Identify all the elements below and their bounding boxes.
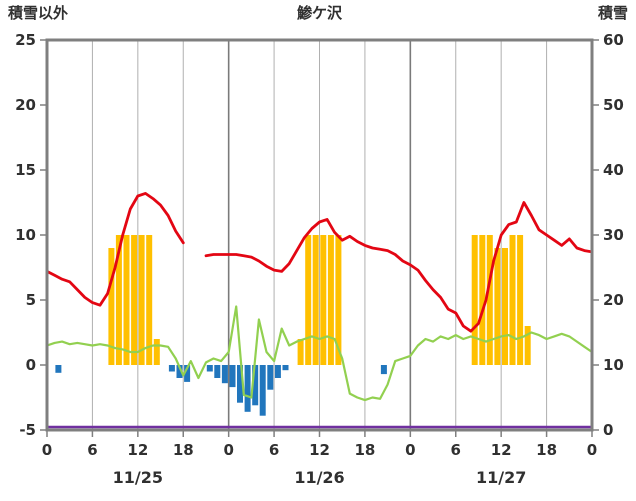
left-axis-tick-label: 25 (15, 31, 36, 49)
sunshine-bar (305, 235, 312, 365)
left-axis-title: 積雪以外 (8, 4, 69, 22)
precipitation-bar (206, 365, 213, 372)
sunshine-bar (297, 339, 304, 365)
precipitation-bar (184, 365, 191, 382)
sunshine-bar (471, 235, 478, 365)
precipitation-bar (55, 365, 62, 373)
right-axis-title: 積雪 (597, 4, 628, 22)
x-axis-tick-label: 6 (87, 441, 97, 459)
x-axis-tick-label: 12 (309, 441, 330, 459)
left-axis-tick-label: -5 (19, 421, 36, 439)
precipitation-bar (252, 365, 259, 406)
precipitation-bar (237, 365, 243, 403)
chart-title: 鯵ケ沢 (296, 4, 342, 22)
precipitation-bar (176, 365, 183, 378)
left-axis-tick-label: 0 (26, 356, 36, 374)
sunshine-bar (153, 339, 160, 365)
left-axis-tick-label: 5 (26, 291, 36, 309)
right-axis-tick-label: 10 (603, 356, 624, 374)
sunshine-bar (517, 235, 524, 365)
precipitation-bar (274, 365, 281, 378)
precipitation-bar (214, 365, 221, 378)
wind-line (45, 305, 594, 402)
left-axis-tick-label: 15 (15, 161, 36, 179)
sunshine-bar (146, 235, 153, 365)
right-axis-tick-label: 30 (603, 226, 624, 244)
sunshine-bar (131, 235, 138, 365)
precipitation-bar (282, 365, 289, 371)
sunshine-bar (509, 235, 516, 365)
x-axis-tick-label: 0 (42, 441, 52, 459)
sunshine-bar (524, 326, 531, 365)
day-label: 11/26 (294, 468, 344, 487)
temperature-line (45, 192, 594, 333)
sunshine-bar (320, 235, 327, 365)
sunshine-bar (327, 235, 334, 365)
right-axis-tick-label: 40 (603, 161, 624, 179)
precipitation-bar (244, 365, 251, 412)
x-axis-tick-label: 12 (491, 441, 512, 459)
right-axis-tick-label: 20 (603, 291, 624, 309)
x-axis-tick-label: 12 (127, 441, 148, 459)
precipitation-bar (229, 365, 236, 388)
sunshine-bar (335, 235, 342, 365)
right-axis-tick-label: 50 (603, 96, 624, 114)
x-axis-tick-label: 6 (451, 441, 461, 459)
x-axis-tick-label: 18 (536, 441, 557, 459)
right-axis-tick-label: 60 (603, 31, 624, 49)
x-axis-tick-label: 0 (223, 441, 233, 459)
x-axis-tick-label: 18 (173, 441, 194, 459)
sunshine-bar (312, 235, 319, 365)
x-axis-tick-label: 0 (405, 441, 415, 459)
sunshine-bar (123, 235, 130, 365)
precipitation-bar (380, 365, 387, 375)
precipitation-bar (267, 365, 274, 390)
sunshine-bar (115, 235, 122, 365)
sunshine-bar (479, 235, 486, 365)
sunshine-bar (108, 248, 115, 365)
right-axis-tick-label: 0 (603, 421, 613, 439)
precipitation-bar (259, 365, 266, 416)
day-label: 11/25 (113, 468, 163, 487)
sunshine-bar (138, 235, 145, 365)
x-axis-tick-label: 18 (354, 441, 375, 459)
day-label: 11/27 (476, 468, 526, 487)
sunshine-bar (486, 235, 493, 365)
precipitation-bar (168, 365, 175, 372)
left-axis-tick-label: 20 (15, 96, 36, 114)
x-axis-tick-label: 0 (587, 441, 597, 459)
sunshine-bar (494, 248, 501, 365)
precipitation-bar (221, 365, 228, 384)
sunshine-bar (502, 248, 508, 365)
x-axis-tick-label: 6 (269, 441, 279, 459)
left-axis-tick-label: 10 (15, 226, 36, 244)
